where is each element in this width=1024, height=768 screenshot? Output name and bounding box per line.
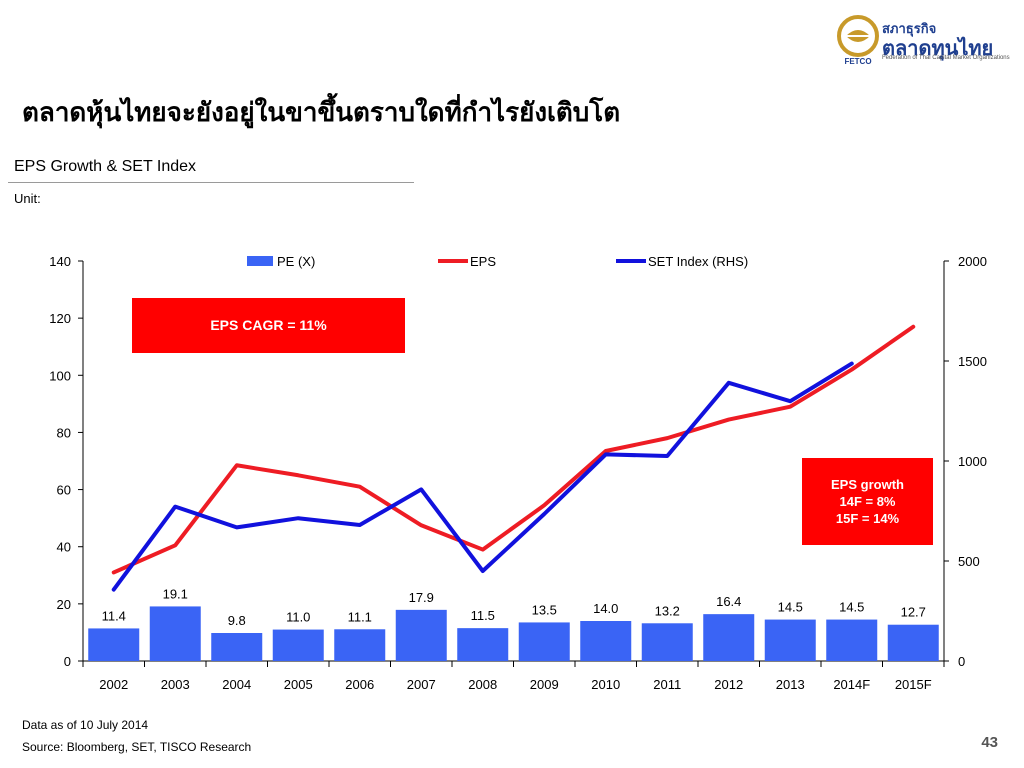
set-index-line [111, 361, 854, 592]
legend-pe-label: PE (X) [277, 254, 315, 269]
right-tick-label: 1000 [958, 454, 987, 469]
pe-bar-label: 13.5 [532, 602, 557, 617]
logo-line1: สภาธุรกิจ [882, 21, 937, 36]
legend-pe-swatch [247, 256, 273, 266]
pe-bar [149, 606, 201, 661]
pe-bar [887, 624, 939, 661]
left-tick-label: 100 [49, 368, 71, 383]
pe-bar-labels: 11.4 19.1 9.8 11.0 11.1 17.9 11.5 13.5 14.0 13.2 1… [102, 586, 926, 628]
pe-bar [703, 614, 755, 661]
pe-bar-label: 11.4 [102, 608, 126, 623]
tick-labels: 0 20 40 60 80 100 120 140 0 500 1000 1500 2000 2002 20… [49, 254, 987, 692]
pe-bar-label: 11.1 [348, 609, 372, 624]
pe-bar [641, 623, 693, 661]
pe-bar-label: 11.0 [286, 610, 310, 625]
legend-eps-label: EPS [470, 254, 496, 269]
series-lines [111, 324, 916, 592]
x-tick-label: 2004 [222, 677, 251, 692]
pe-bar-label: 14.5 [839, 600, 864, 615]
x-tick-label: 2003 [161, 677, 190, 692]
legend: PE (X) EPS SET Index (RHS) [247, 254, 748, 269]
left-tick-label: 20 [57, 597, 71, 612]
pe-bar-label: 12.7 [901, 605, 926, 620]
pe-bar [764, 619, 816, 661]
right-tick-label: 500 [958, 554, 980, 569]
source-note: Source: Bloomberg, SET, TISCO Research [22, 740, 252, 754]
pe-bar [272, 629, 324, 661]
pe-bar-label: 19.1 [163, 586, 188, 601]
pe-bar-label: 14.0 [593, 601, 618, 616]
unit-label: Unit: [14, 191, 41, 206]
left-tick-label: 0 [64, 654, 71, 669]
left-tick-label: 40 [57, 540, 71, 555]
page-number: 43 [981, 734, 998, 751]
pe-bars [88, 606, 939, 661]
pe-bar [88, 628, 140, 661]
pe-bar [211, 633, 263, 661]
eps-growth-line2: 14F = 8% [839, 494, 896, 509]
eps-line [111, 324, 916, 575]
x-tick-label: 2014F [833, 677, 870, 692]
eps-set-chart: 11.4 19.1 9.8 11.0 11.1 17.9 11.5 13.5 14.0 13.2 1… [49, 254, 987, 692]
x-tick-label: 2009 [530, 677, 559, 692]
x-tick-label: 2011 [653, 677, 681, 692]
left-tick-label: 120 [49, 311, 71, 326]
x-tick-label: 2008 [468, 677, 497, 692]
pe-bar-label: 13.2 [655, 603, 680, 618]
eps-growth-callout: EPS growth 14F = 8% 15F = 14% [802, 458, 933, 545]
pe-bar-label: 17.9 [409, 590, 434, 605]
chart-subtitle: EPS Growth & SET Index [14, 158, 197, 175]
pe-bar [580, 621, 632, 661]
x-tick-label: 2006 [345, 677, 374, 692]
logo-badge: FETCO [844, 57, 871, 66]
pe-bar-label: 14.5 [778, 600, 803, 615]
left-tick-label: 60 [57, 483, 71, 498]
pe-bar [826, 619, 878, 661]
left-tick-label: 80 [57, 425, 71, 440]
x-tick-label: 2005 [284, 677, 313, 692]
pe-bar [395, 609, 447, 661]
data-date-note: Data as of 10 July 2014 [22, 718, 149, 732]
left-tick-label: 140 [49, 254, 71, 269]
divider [8, 182, 414, 183]
right-tick-label: 1500 [958, 354, 987, 369]
eps-growth-line3: 15F = 14% [835, 511, 900, 526]
right-tick-label: 0 [958, 654, 965, 669]
legend-set-label: SET Index (RHS) [648, 254, 748, 269]
cagr-callout-text: EPS CAGR = 11% [210, 317, 327, 333]
x-tick-label: 2002 [99, 677, 128, 692]
pe-bar [518, 622, 570, 661]
pe-bar-label: 11.5 [471, 608, 495, 623]
x-tick-label: 2013 [776, 677, 805, 692]
pe-bar [334, 629, 386, 661]
logo-line2: ตลาดทุนไทย [882, 38, 994, 60]
pe-bar-label: 9.8 [228, 613, 246, 628]
x-tick-label: 2012 [714, 677, 743, 692]
eps-growth-line1: EPS growth [831, 477, 904, 492]
pe-bar [457, 628, 509, 661]
x-tick-label: 2007 [407, 677, 436, 692]
page-title: ตลาดหุ้นไทยจะยังอยู่ในขาขึ้นตราบใดที่กำไ… [22, 97, 621, 127]
logo-line3: Federation of Thai Capital Market Organi… [882, 55, 1010, 61]
fetco-emblem-icon: FETCO [837, 15, 879, 66]
x-tick-label: 2010 [591, 677, 620, 692]
right-tick-label: 2000 [958, 254, 987, 269]
cagr-callout: EPS CAGR = 11% [132, 298, 405, 353]
pe-bar-label: 16.4 [716, 594, 741, 609]
x-tick-label: 2015F [895, 677, 932, 692]
